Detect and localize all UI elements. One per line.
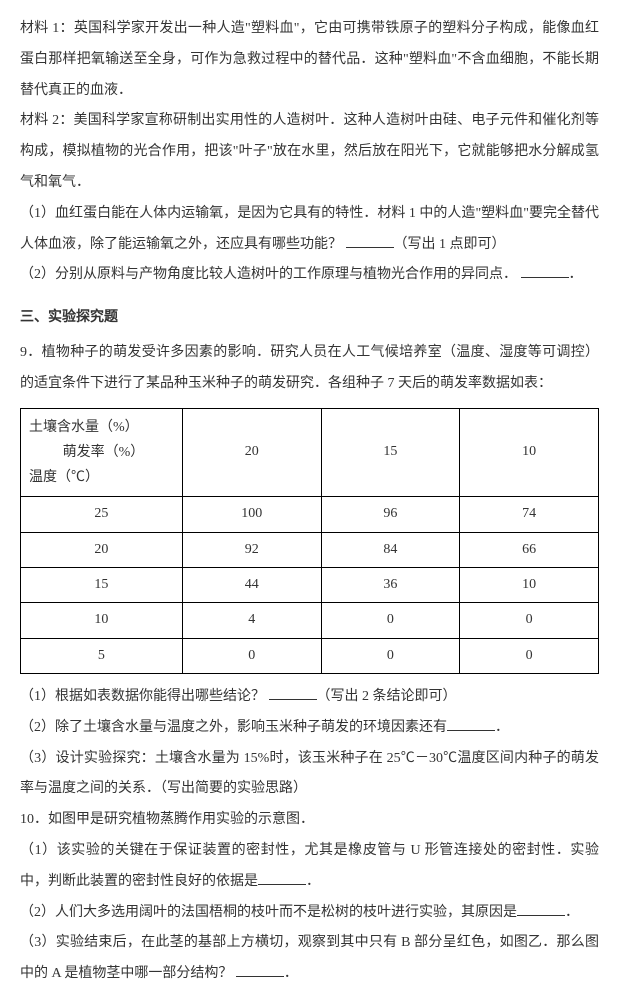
material-1-text: 英国科学家开发出一种人造"塑料血"，它由可携带铁原子的塑料分子构成，能像血红蛋白… — [20, 21, 599, 98]
q10-2: （2）人们大多选用阔叶的法国梧桐的枝叶而不是松树的枝叶进行实验，其原因是 ． — [20, 898, 599, 929]
q9-2: （2）除了土壤含水量与温度之外，影响玉米种子萌发的环境因素还有 ． — [20, 713, 599, 744]
row-temp: 10 — [21, 603, 183, 638]
germination-table: 土壤含水量（%） 萌发率（%） 温度（℃） 20 15 10 25 100 96… — [20, 408, 599, 675]
row-temp: 25 — [21, 497, 183, 532]
q9-2-b: ． — [495, 720, 509, 735]
table-header-row: 土壤含水量（%） 萌发率（%） 温度（℃） 20 15 10 — [21, 408, 599, 497]
cell: 10 — [460, 567, 599, 602]
blank-5 — [447, 717, 495, 731]
header-line-3: 温度（℃） — [29, 465, 178, 490]
material-2-text: 美国科学家宣称研制出实用性的人造树叶．这种人造树叶由硅、电子元件和催化剂等构成，… — [20, 113, 599, 190]
blank-3 — [521, 264, 569, 278]
blank-4 — [269, 686, 317, 700]
q10-3-a: （3）实验结束后，在此茎的基部上方横切，观察到其中只有 B 部分呈红色，如图乙．… — [20, 935, 599, 981]
q10-1: （1）该实验的关键在于保证装置的密封性，尤其是橡皮管与 U 形管连接处的密封性．… — [20, 836, 599, 898]
q10-2-b: ． — [565, 905, 579, 920]
blank-2 — [346, 234, 394, 248]
q9-1: （1）根据如表数据你能得出哪些结论？ （写出 2 条结论即可） — [20, 682, 599, 713]
q9-1-a: （1）根据如表数据你能得出哪些结论？ — [20, 689, 265, 704]
question-1: （1）血红蛋白能在人体内运输氧，是因为它具有的特性．材料 1 中的人造"塑料血"… — [20, 199, 599, 261]
col-header-0: 20 — [182, 408, 321, 497]
question-2: （2）分别从原料与产物角度比较人造树叶的工作原理与植物光合作用的异同点． ． — [20, 260, 599, 291]
material-2-label: 材料 2： — [20, 113, 74, 128]
cell: 36 — [321, 567, 460, 602]
q1-text-a: （1）血红蛋白能在人体内运输氧，是因为它具有 — [20, 206, 321, 221]
table-row: 5 0 0 0 — [21, 638, 599, 673]
q10-3-b: ． — [284, 966, 298, 981]
q9-2-a: （2）除了土壤含水量与温度之外，影响玉米种子萌发的环境因素还有 — [20, 720, 447, 735]
col-header-1: 15 — [321, 408, 460, 497]
q10-intro: 10．如图甲是研究植物蒸腾作用实验的示意图． — [20, 805, 599, 836]
blank-7 — [517, 902, 565, 916]
cell: 0 — [460, 603, 599, 638]
q9-intro: 9．植物种子的萌发受许多因素的影响．研究人员在人工气候培养室（温度、湿度等可调控… — [20, 338, 599, 400]
cell: 66 — [460, 532, 599, 567]
row-temp: 5 — [21, 638, 183, 673]
q9-3: （3）设计实验探究：土壤含水量为 15%时，该玉米种子在 25℃－30℃温度区间… — [20, 744, 599, 806]
cell: 0 — [321, 603, 460, 638]
row-temp: 20 — [21, 532, 183, 567]
q10-3: （3）实验结束后，在此茎的基部上方横切，观察到其中只有 B 部分呈红色，如图乙．… — [20, 928, 599, 990]
cell: 74 — [460, 497, 599, 532]
cell: 4 — [182, 603, 321, 638]
section-3-title: 三、实验探究题 — [20, 303, 599, 334]
col-header-2: 10 — [460, 408, 599, 497]
cell: 96 — [321, 497, 460, 532]
row-temp: 15 — [21, 567, 183, 602]
q2-text: （2）分别从原料与产物角度比较人造树叶的工作原理与植物光合作用的异同点． — [20, 267, 517, 282]
table-row: 15 44 36 10 — [21, 567, 599, 602]
table-header-cell-main: 土壤含水量（%） 萌发率（%） 温度（℃） — [21, 408, 183, 497]
table-row: 20 92 84 66 — [21, 532, 599, 567]
blank-6 — [258, 871, 306, 885]
material-1: 材料 1：英国科学家开发出一种人造"塑料血"，它由可携带铁原子的塑料分子构成，能… — [20, 14, 599, 106]
cell: 84 — [321, 532, 460, 567]
material-2: 材料 2：美国科学家宣称研制出实用性的人造树叶．这种人造树叶由硅、电子元件和催化… — [20, 106, 599, 198]
cell: 100 — [182, 497, 321, 532]
table-row: 10 4 0 0 — [21, 603, 599, 638]
q9-1-b: （写出 2 条结论即可） — [317, 689, 457, 704]
q10-2-a: （2）人们大多选用阔叶的法国梧桐的枝叶而不是松树的枝叶进行实验，其原因是 — [20, 905, 517, 920]
q10-1-b: ． — [306, 874, 320, 889]
q1-text-c: （写出 1 点即可） — [394, 237, 506, 252]
cell: 44 — [182, 567, 321, 602]
header-line-1: 土壤含水量（%） — [29, 415, 178, 440]
cell: 0 — [321, 638, 460, 673]
blank-8 — [236, 963, 284, 977]
cell: 0 — [460, 638, 599, 673]
cell: 92 — [182, 532, 321, 567]
cell: 0 — [182, 638, 321, 673]
header-line-2: 萌发率（%） — [29, 440, 178, 465]
table-row: 25 100 96 74 — [21, 497, 599, 532]
material-1-label: 材料 1： — [20, 21, 74, 36]
